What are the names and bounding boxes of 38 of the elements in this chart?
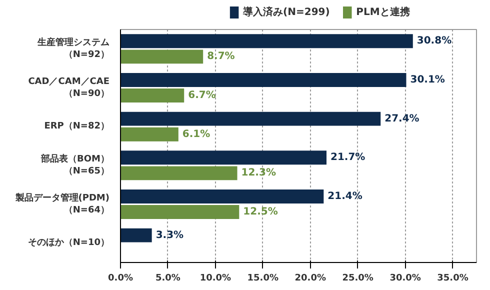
data-label: 27.4% xyxy=(384,113,420,124)
y-tick-label: ERP（N=82） xyxy=(44,122,110,132)
data-label: 6.7% xyxy=(188,90,216,102)
data-label: 3.3% xyxy=(156,230,184,241)
bar xyxy=(120,228,152,242)
y-tick-label: そのほか（N=10） xyxy=(28,238,110,248)
data-label: 21.4% xyxy=(328,190,362,202)
bar xyxy=(120,205,240,220)
x-tick-label: 10.0% xyxy=(200,274,232,284)
y-tick-label: 生産管理システム（N=92） xyxy=(36,36,110,60)
x-tick-label: 25.0% xyxy=(342,274,374,284)
data-label: 12.3% xyxy=(241,168,276,179)
bar xyxy=(120,72,406,87)
bar xyxy=(120,50,204,64)
x-tick-label: 15.0% xyxy=(247,274,279,284)
bar xyxy=(120,88,184,103)
legend-label: PLMと連携 xyxy=(356,6,410,18)
data-label: 30.8% xyxy=(416,36,452,47)
y-tick-label: CAD／CAM／CAE（N=90） xyxy=(28,76,110,99)
bar xyxy=(120,34,413,48)
bar xyxy=(120,112,381,126)
data-label: 30.1% xyxy=(410,74,445,86)
data-label: 6.1% xyxy=(182,128,210,140)
x-tick-label: 30.0% xyxy=(390,274,421,284)
bar xyxy=(120,150,327,165)
x-tick-label: 20.0% xyxy=(294,274,326,284)
data-label: 21.7% xyxy=(330,152,366,164)
data-label: 8.7% xyxy=(207,51,235,62)
legend-label: 導入済み(N=299) xyxy=(242,6,330,18)
x-tick-label: 5.0% xyxy=(155,274,180,284)
y-tick-label: 部品表（BOM）（N=65） xyxy=(40,153,110,176)
x-tick-label: 35.0% xyxy=(437,274,468,284)
data-label: 12.5% xyxy=(243,206,278,218)
y-tick-label: 製品データ管理(PDM)（N=64） xyxy=(14,192,110,216)
bar xyxy=(120,166,238,180)
bar xyxy=(120,189,324,204)
x-tick-label: 0.0% xyxy=(108,274,133,284)
bar xyxy=(120,127,178,142)
